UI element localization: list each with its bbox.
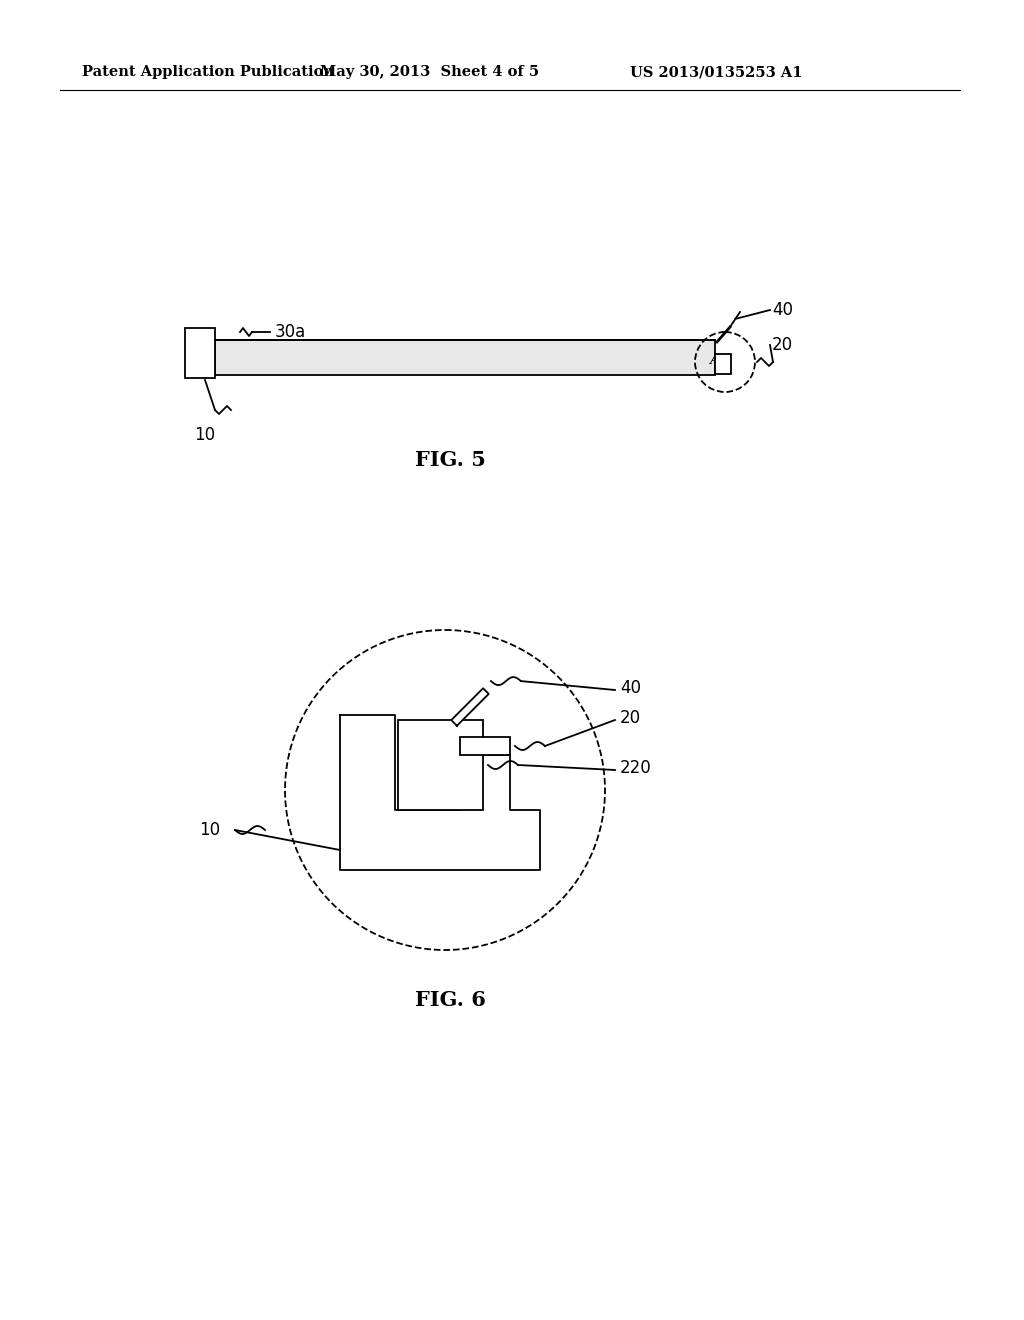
- Text: 30a: 30a: [275, 323, 306, 341]
- Polygon shape: [452, 688, 488, 726]
- Bar: [460, 737, 510, 755]
- Text: Patent Application Publication: Patent Application Publication: [82, 65, 334, 79]
- Text: 20: 20: [772, 337, 794, 354]
- Text: US 2013/0135253 A1: US 2013/0135253 A1: [630, 65, 803, 79]
- Bar: [185, 327, 215, 378]
- Text: 40: 40: [772, 301, 793, 319]
- Text: 20: 20: [620, 709, 641, 727]
- Text: May 30, 2013  Sheet 4 of 5: May 30, 2013 Sheet 4 of 5: [321, 65, 540, 79]
- Bar: [715, 354, 731, 374]
- Text: 40: 40: [620, 678, 641, 697]
- Bar: [398, 719, 483, 810]
- Text: FIG. 6: FIG. 6: [415, 990, 485, 1010]
- Text: 10: 10: [199, 821, 220, 840]
- Text: 10: 10: [195, 426, 216, 444]
- Text: FIG. 5: FIG. 5: [415, 450, 485, 470]
- Bar: [215, 341, 715, 375]
- Text: 220: 220: [620, 759, 651, 777]
- Text: A: A: [710, 352, 721, 367]
